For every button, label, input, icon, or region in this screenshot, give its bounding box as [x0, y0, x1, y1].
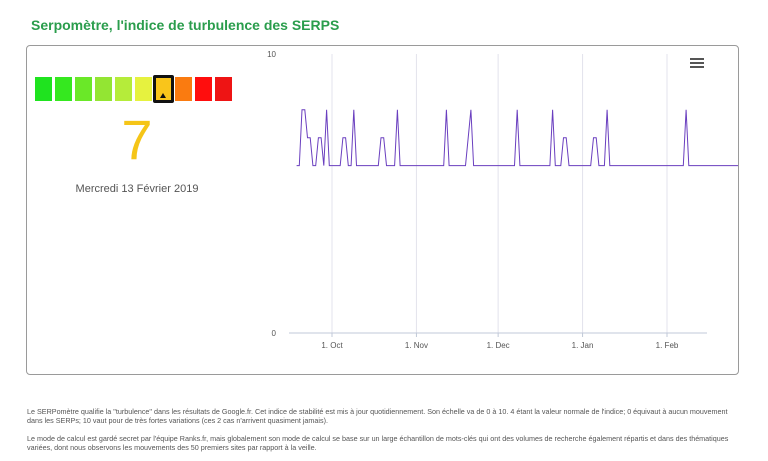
x-tick-label: 1. Jan: [572, 341, 594, 350]
gauge-cell-5: [115, 77, 132, 101]
gauge-cell-9: [195, 77, 212, 101]
turbulence-score: 7: [121, 108, 153, 171]
gauge-cell-10: [215, 77, 232, 101]
gauge-cell-7: [153, 75, 174, 103]
gauge-cell-8: [175, 77, 192, 101]
gauge-cell-6: [135, 77, 152, 101]
gauge-cell-3: [75, 77, 92, 101]
hamburger-menu-icon[interactable]: [690, 58, 704, 69]
x-tick-label: 1. Nov: [405, 341, 428, 350]
y-tick-label: 10: [267, 50, 276, 59]
serpometer-panel: 7 Mercredi 13 Février 2019 1. Oct 1. Nov 1…: [26, 45, 739, 375]
x-tick-label: 1. Dec: [487, 341, 510, 350]
x-tick-label: 1. Oct: [321, 341, 343, 350]
gauge-cell-4: [95, 77, 112, 101]
score-date: Mercredi 13 Février 2019: [75, 183, 199, 195]
page-title: Serpomètre, l'indice de turbulence des S…: [31, 17, 340, 33]
turbulence-series-line: [296, 109, 738, 167]
gauge-cell-2: [55, 77, 72, 101]
turbulence-chart: 1. Oct 1. Nov 1. Dec 1. Jan 1. Feb 10 0: [267, 50, 738, 350]
footer-methodology: Le mode de calcul est gardé secret par l…: [27, 434, 729, 452]
y-tick-label: 0: [272, 329, 277, 338]
x-tick-label: 1. Feb: [656, 341, 679, 350]
gauge-cell-1: [35, 77, 52, 101]
footer-description: Le SERPomètre qualifie la "turbulence" d…: [27, 407, 728, 425]
